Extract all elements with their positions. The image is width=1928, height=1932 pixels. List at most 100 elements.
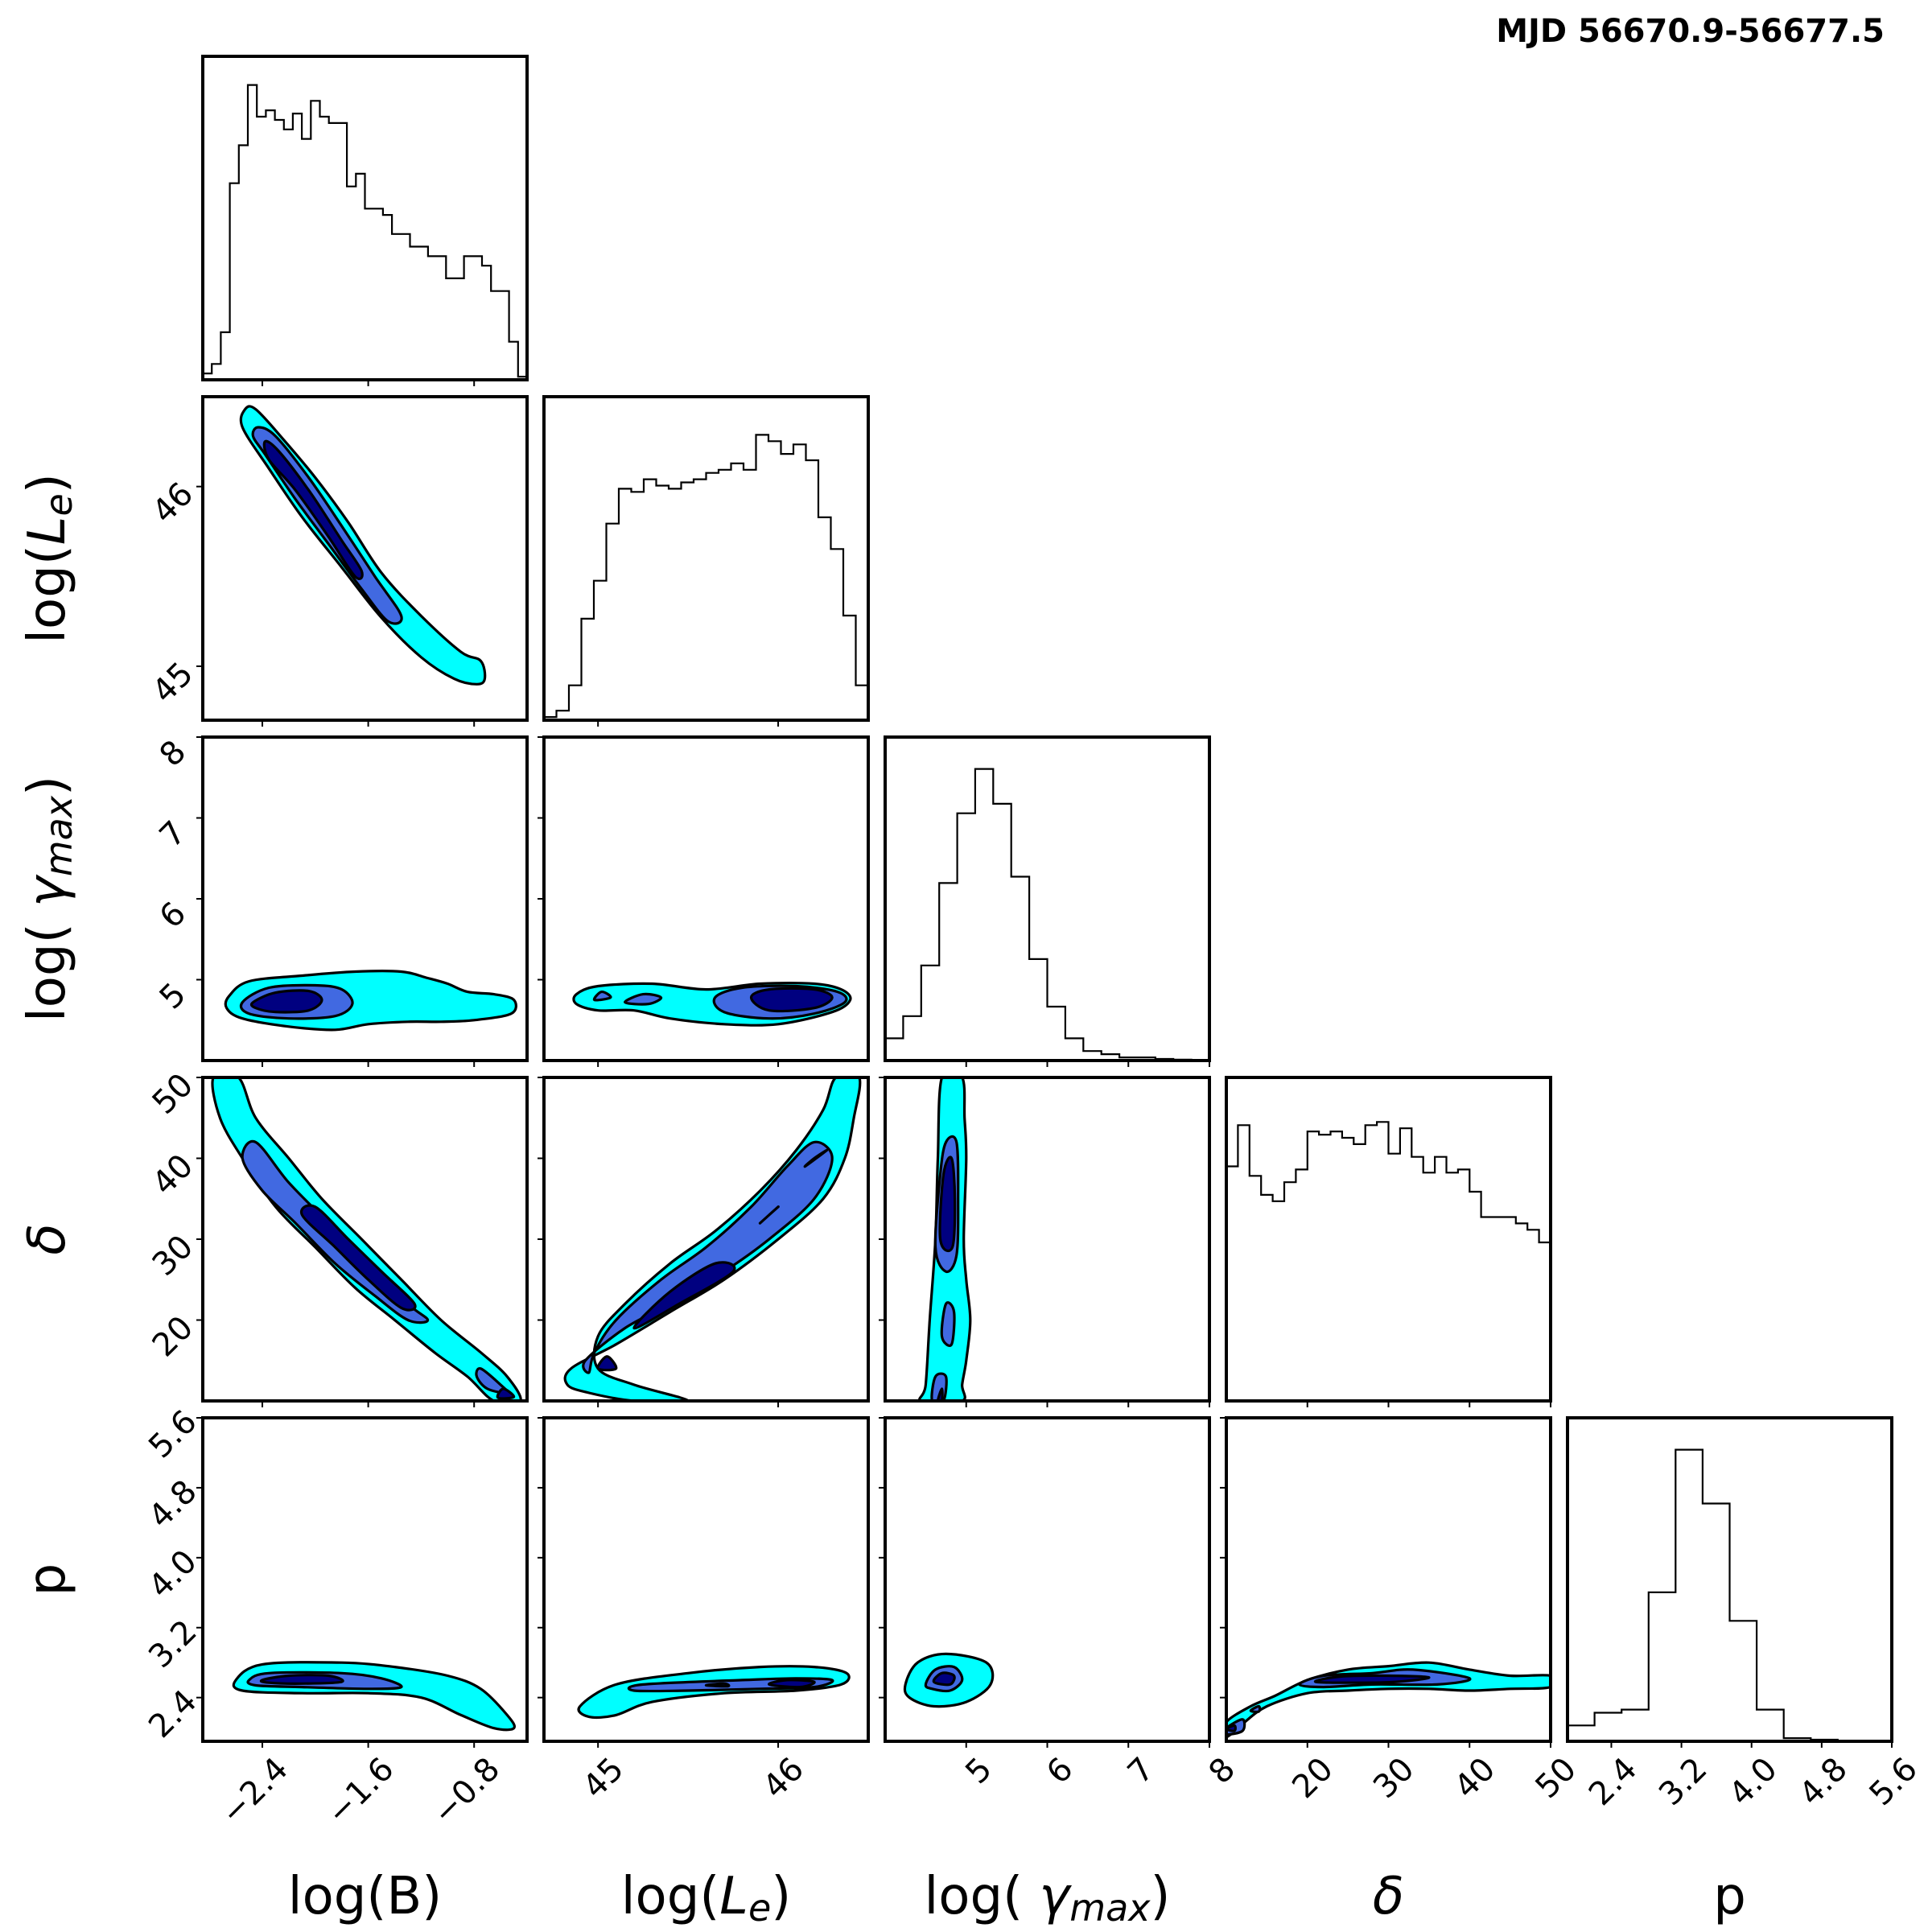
x-axis-labels: log(B) log(Le) log( γmax) δ p	[288, 1867, 1746, 1930]
panel-frame	[1225, 1416, 1552, 1743]
panel-B-B	[201, 55, 529, 386]
contour-inner-2	[768, 1679, 816, 1689]
x-tick-label-gmax: 6	[1040, 1751, 1081, 1792]
panel-B-gmax: 5 6 7 8	[153, 733, 529, 1067]
contour-middle-3	[592, 991, 612, 1002]
y-tick-label-delta: 40	[146, 1147, 201, 1203]
contours-delta-p	[1226, 1661, 1551, 1739]
x-tick-label-B: −1.6	[319, 1751, 401, 1832]
y-tick-label-p: 4.8	[142, 1473, 204, 1536]
panel-Le-Le	[542, 395, 870, 727]
contour-inner-4	[1313, 1674, 1431, 1684]
y-tick-label-delta: 20	[146, 1309, 201, 1365]
y-tick-label-Le: 45	[146, 655, 201, 711]
x-tick-label-p: 3.2	[1652, 1751, 1715, 1814]
panel-gmax-delta	[879, 1076, 1211, 1407]
panel-p-p: 2.4 3.2 4.0 4.8 5.6	[1566, 1416, 1925, 1814]
x-tick-label-gmax: 8	[1201, 1751, 1242, 1792]
x-tick-label-delta: 20	[1285, 1751, 1341, 1806]
contours-gmax-delta	[918, 1077, 972, 1401]
panel-delta-p: 20 30 40 50	[1220, 1416, 1584, 1806]
x-tick-label-Le: 45	[576, 1751, 632, 1806]
panel-frame	[542, 1416, 870, 1743]
x-tick-label-Le: 46	[756, 1751, 812, 1806]
contour-inner-4	[938, 1155, 957, 1253]
x-tick-label-gmax: 5	[958, 1751, 999, 1792]
contour-inner-2	[632, 1261, 736, 1330]
contour-outer-0	[563, 1077, 862, 1401]
histogram-gmax	[885, 768, 1209, 1061]
panel-B-Le: 45 46	[146, 395, 529, 727]
histogram-Le	[544, 434, 868, 720]
x-axis-label-Le: log(Le)	[621, 1867, 791, 1930]
panel-frame	[201, 55, 529, 381]
panel-frame	[884, 735, 1211, 1062]
y-tick-label-delta: 30	[146, 1228, 201, 1283]
y-tick-label-gmax: 5	[153, 976, 194, 1017]
panel-gmax-gmax	[884, 735, 1211, 1067]
y-tick-label-delta: 50	[146, 1066, 201, 1122]
x-tick-label-p: 4.8	[1792, 1751, 1855, 1814]
x-axis-label-p: p	[1713, 1867, 1746, 1926]
x-tick-label-B: −2.4	[214, 1751, 295, 1832]
histogram-B	[203, 84, 527, 380]
x-axis-label-delta: δ	[1373, 1867, 1404, 1926]
panel-B-p: −2.4 −1.6 −0.8 2.4 3.2 4.0 4.8 5.6	[142, 1403, 529, 1832]
contour-middle-3	[1249, 1704, 1262, 1714]
contour-inner-4	[803, 1148, 829, 1168]
y-axis-label-Le: log(Le)	[18, 473, 80, 643]
contour-inner-5	[1226, 1724, 1237, 1732]
contours-gmax-p	[903, 1652, 995, 1708]
panel-Le-gmax	[538, 735, 870, 1067]
contour-inner-2	[262, 439, 364, 580]
contour-middle-2	[624, 992, 663, 1006]
y-axis-label-p: p	[18, 1563, 77, 1596]
panel-Le-delta	[538, 1076, 870, 1407]
contours-B-gmax	[224, 970, 517, 1032]
contour-inner-5	[936, 1387, 944, 1401]
panel-frame	[1566, 1416, 1893, 1743]
x-tick-label-p: 2.4	[1582, 1751, 1645, 1814]
y-axis-label-delta: δ	[18, 1223, 77, 1254]
x-tick-label-delta: 50	[1528, 1751, 1584, 1806]
contours-Le-delta	[563, 1077, 862, 1401]
plot-title: MJD 56670.9-56677.5	[1496, 13, 1885, 50]
y-tick-label-p: 3.2	[142, 1613, 204, 1676]
y-tick-label-Le: 46	[146, 476, 201, 531]
x-axis-label-gmax: log( γmax)	[925, 1867, 1171, 1930]
y-tick-label-gmax: 7	[153, 814, 194, 855]
contours-B-Le	[239, 405, 487, 686]
x-tick-label-delta: 30	[1366, 1751, 1422, 1806]
y-axis-label-gmax: log( γmax)	[18, 776, 80, 1022]
x-tick-label-gmax: 7	[1121, 1751, 1162, 1792]
x-tick-label-B: −0.8	[426, 1751, 507, 1832]
contour-inner-2	[249, 989, 323, 1014]
contours-Le-p	[577, 1665, 851, 1720]
contour-inner-3	[596, 1355, 618, 1372]
contour-outer-0	[577, 1665, 851, 1720]
panel-frame	[542, 395, 870, 722]
x-tick-label-p: 4.0	[1722, 1751, 1785, 1814]
contour-outer-0	[211, 1077, 522, 1401]
x-axis-label-B: log(B)	[288, 1867, 442, 1926]
y-tick-label-p: 5.6	[142, 1403, 204, 1466]
contour-inner-4	[496, 1387, 516, 1400]
x-tick-label-delta: 40	[1448, 1751, 1503, 1806]
panel-B-delta: 20 30 40 50	[146, 1066, 529, 1407]
histogram-p	[1568, 1448, 1892, 1741]
contours-Le-gmax	[572, 982, 852, 1027]
contour-inner-2	[932, 1671, 956, 1687]
panel-frame	[201, 1416, 529, 1743]
contour-inner-4	[749, 987, 834, 1013]
contour-middle-2	[940, 1301, 956, 1347]
contours-B-delta	[211, 1077, 522, 1401]
y-tick-label-gmax: 6	[153, 895, 194, 936]
y-tick-label-gmax: 8	[153, 733, 194, 774]
panel-delta-delta	[1225, 1076, 1552, 1407]
y-tick-label-p: 4.0	[142, 1543, 204, 1606]
panel-frame	[201, 395, 529, 722]
histogram-delta	[1226, 1121, 1551, 1401]
